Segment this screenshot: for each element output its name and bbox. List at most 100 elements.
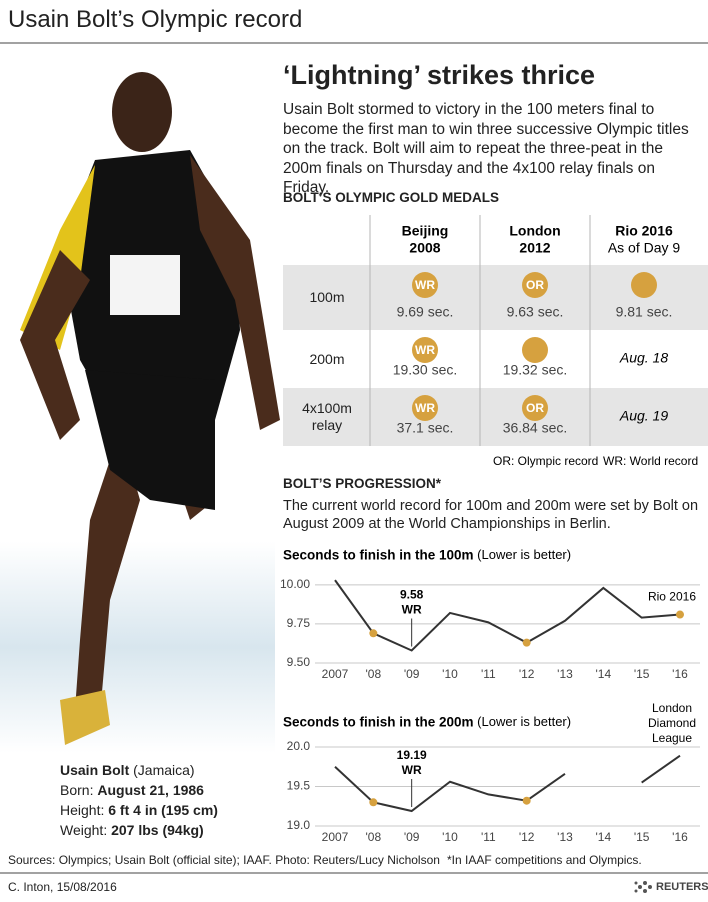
medal [522,272,548,298]
headline: ‘Lightning’ strikes thrice [283,60,596,90]
event-date: Aug. 18 [619,350,668,366]
x-tick-label: '15 [634,667,650,681]
x-tick-label: '10 [442,667,458,681]
annotation: 19.19 [397,748,427,762]
credit: C. Inton, 15/08/2016 [8,880,117,894]
x-tick-label: '12 [519,830,535,844]
legend-entry: OR: Olympic record [493,454,598,468]
medal-time: 19.30 sec. [393,362,458,378]
medal [631,272,657,298]
x-tick-label: 2007 [322,667,349,681]
column-title: London [509,223,560,239]
brand: REUTERS [656,881,708,893]
profile-name: Usain Bolt [60,762,130,778]
x-tick-label: '14 [596,667,612,681]
event-date: Aug. 19 [619,408,668,424]
medal [412,395,438,421]
y-tick-label: 9.50 [287,655,311,669]
annotation: London [652,701,692,715]
point-marker [369,798,378,807]
y-tick-label: 19.0 [287,818,311,832]
medal [522,395,548,421]
progression-text: The current world record for 100m and 20… [283,498,699,532]
annotation: Rio 2016 [648,590,696,604]
event-label: 200m [309,350,345,367]
x-tick-label: '16 [672,830,688,844]
line-series [334,754,681,813]
medal-time: 9.63 sec. [507,304,564,320]
chart-title: Seconds to finish in the 100m (Lower is … [283,547,571,562]
x-tick-label: '12 [519,667,535,681]
x-tick-label: '14 [596,830,612,844]
x-tick-label: '09 [404,667,420,681]
medal-time: 9.69 sec. [397,304,454,320]
x-tick-label: '13 [557,830,573,844]
profile: Usain Bolt (Jamaica) Born: August 21, 19… [60,760,218,840]
point-marker [522,638,531,647]
fact-value: 207 lbs (94kg) [111,822,204,838]
profile-fact: Born: August 21, 1986 [60,780,218,800]
column-title: Beijing [402,223,449,239]
medal [412,272,438,298]
fact-label: Weight: [60,822,108,838]
row-band [283,388,708,446]
annotation: League [652,731,692,745]
y-tick-label: 9.75 [287,616,311,630]
medal-badge: OR [526,278,544,292]
fact-value: 6 ft 4 in (195 cm) [108,802,218,818]
x-tick-label: '11 [481,830,496,844]
chart-subtitle: (Lower is better) [474,547,572,562]
progression-title: BOLT’S PROGRESSION* [283,476,442,491]
medal-badge: OR [526,401,544,415]
medal-badge: WR [415,278,435,292]
point-marker [369,629,378,638]
point-marker [522,796,531,805]
annotation: WR [402,603,422,617]
medal-badge: WR [415,401,435,415]
column-subtitle: 2008 [409,240,440,256]
page-title: Usain Bolt’s Olympic record [8,6,303,33]
chart-title: Seconds to finish in the 200m (Lower is … [283,714,571,729]
point-marker [676,610,684,619]
y-tick-label: 19.5 [287,779,311,793]
profile-fact: Height: 6 ft 4 in (195 cm) [60,800,218,820]
line-series [334,579,681,652]
profile-fact: Weight: 207 lbs (94kg) [60,820,218,840]
medal [412,337,438,363]
column-subtitle: As of Day 9 [608,240,681,256]
medals-title: BOLT’S OLYMPIC GOLD MEDALS [283,190,500,205]
chart-subtitle: (Lower is better) [474,714,572,729]
column-title: Rio 2016 [615,223,673,239]
x-tick-label: '11 [481,667,496,681]
legend-entry: WR: World record [603,454,698,468]
x-tick-label: '10 [442,830,458,844]
column-subtitle: 2012 [519,240,550,256]
fact-value: August 21, 1986 [97,782,204,798]
annotation: 9.58 [400,588,424,602]
y-tick-label: 10.00 [280,577,310,591]
y-tick-label: 20.0 [287,739,311,753]
medal-time: 36.84 sec. [503,420,568,436]
annotation: Diamond [648,716,696,730]
intro-text: Usain Bolt stormed to victory in the 100… [283,101,689,196]
fact-label: Born: [60,782,94,798]
event-label: 4x100m relay [302,400,352,433]
medal-time: 9.81 sec. [616,304,673,320]
x-tick-label: '15 [634,830,650,844]
x-tick-label: '09 [404,830,420,844]
event-label: 100m [309,289,345,305]
annotation: WR [402,763,422,777]
x-tick-label: '08 [366,830,382,844]
x-tick-label: '08 [366,667,382,681]
photo [0,48,280,753]
x-tick-label: 2007 [322,830,349,844]
medal-badge: WR [415,343,435,357]
x-tick-label: '13 [557,667,573,681]
sources: Sources: Olympics; Usain Bolt (official … [8,853,440,867]
medal [522,337,548,363]
fact-label: Height: [60,802,105,818]
reuters-logo [634,881,652,893]
footnote: *In IAAF competitions and Olympics. [447,853,642,867]
